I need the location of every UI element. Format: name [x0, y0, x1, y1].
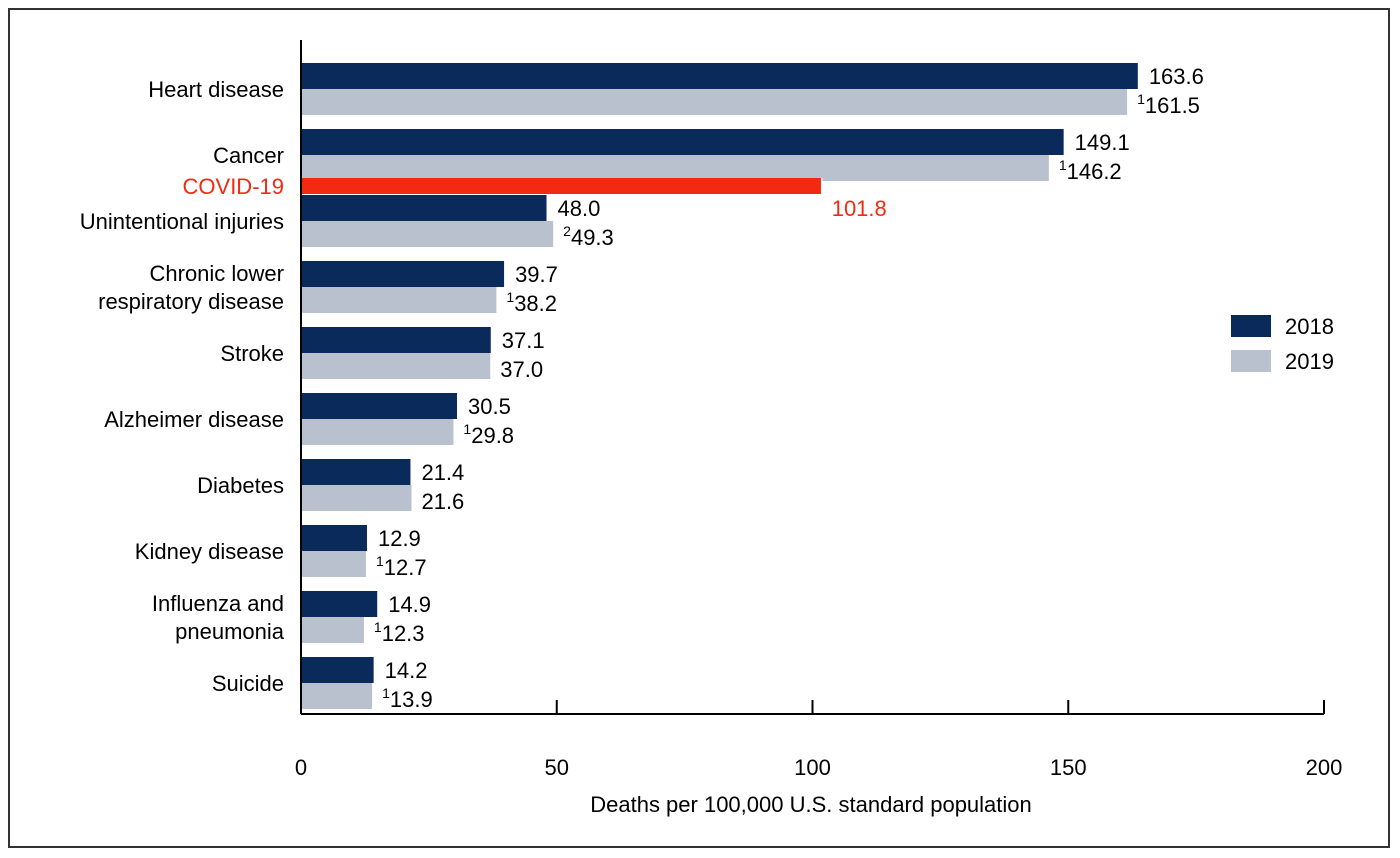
value-text: 161.5 [1145, 93, 1200, 118]
legend-swatch-2018 [1231, 315, 1271, 337]
footnote-marker: 1 [1137, 91, 1145, 107]
category-label: Cancer [213, 143, 284, 168]
value-label-2019: 1146.2 [1059, 157, 1122, 184]
category-label: pneumonia [175, 619, 285, 644]
value-label-2019: 249.3 [563, 223, 614, 250]
bar-2018 [301, 525, 367, 551]
footnote-marker: 1 [376, 553, 384, 569]
bar-2019 [301, 551, 366, 577]
footnote-marker: 1 [506, 289, 514, 305]
value-text: 49.3 [571, 225, 614, 250]
bar-2019 [301, 221, 554, 247]
category-label: respiratory disease [98, 289, 284, 314]
value-text: 38.2 [514, 291, 557, 316]
bar-2019 [301, 89, 1128, 115]
value-text: 29.8 [471, 423, 514, 448]
footnote-marker: 1 [1059, 157, 1067, 173]
footnote-marker: 1 [382, 685, 390, 701]
bar-2019 [301, 419, 454, 445]
covid-label: COVID-19 [183, 174, 284, 199]
value-label-2019: 21.6 [421, 489, 464, 514]
x-tick-label: 0 [295, 755, 307, 780]
category-label: Stroke [220, 341, 284, 366]
value-label-2018: 37.1 [502, 328, 545, 353]
bars-layer [301, 63, 1138, 709]
bar-2018 [301, 327, 491, 353]
value-label-2019: 138.2 [506, 289, 557, 316]
category-label: Kidney disease [135, 539, 284, 564]
bar-2018 [301, 261, 505, 287]
bar-2018 [301, 591, 378, 617]
bar-2019 [301, 155, 1049, 181]
x-axis-title: Deaths per 100,000 U.S. standard populat… [590, 792, 1032, 817]
value-text: 12.7 [384, 555, 427, 580]
category-label: Suicide [212, 671, 284, 696]
value-label-2019: 37.0 [500, 357, 543, 382]
bar-2019 [301, 287, 497, 313]
bar-2018 [301, 63, 1138, 89]
bar-2019 [301, 617, 364, 643]
value-label-2018: 48.0 [558, 196, 601, 221]
footnote-marker: 1 [463, 421, 471, 437]
legend-label-2018: 2018 [1285, 314, 1334, 339]
value-text: 12.3 [382, 621, 425, 646]
legend: 2018 2019 [1231, 314, 1334, 374]
value-label-2019: 112.3 [374, 619, 425, 646]
value-label-2019: 112.7 [376, 553, 427, 580]
footnote-marker: 1 [374, 619, 382, 635]
value-text: 13.9 [390, 687, 433, 712]
x-tick-label: 150 [1050, 755, 1087, 780]
x-tick-label: 100 [794, 755, 831, 780]
value-text: 146.2 [1067, 159, 1122, 184]
bar-2019 [301, 353, 491, 379]
legend-swatch-2019 [1231, 350, 1271, 372]
value-label-2018: 14.9 [388, 592, 431, 617]
value-label-2018: 39.7 [515, 262, 558, 287]
bar-2019 [301, 485, 412, 511]
value-label-2018: 21.4 [421, 460, 464, 485]
value-label-2019: 1161.5 [1137, 91, 1200, 118]
footnote-marker: 2 [563, 223, 571, 239]
category-label: Heart disease [148, 77, 284, 102]
bar-2018 [301, 657, 374, 683]
bar-2018 [301, 129, 1064, 155]
bar-2018 [301, 195, 547, 221]
covid-bar [301, 178, 822, 194]
bar-2019 [301, 683, 373, 709]
value-label-2018: 12.9 [378, 526, 421, 551]
category-label: Unintentional injuries [80, 209, 284, 234]
value-label-2019: 129.8 [463, 421, 514, 448]
covid-value-label: 101.8 [832, 196, 887, 221]
x-axis: 0 50 100 150 200 [295, 40, 1342, 780]
x-tick-label: 200 [1306, 755, 1343, 780]
value-label-2018: 149.1 [1075, 130, 1130, 155]
value-label-2018: 30.5 [468, 394, 511, 419]
bar-2018 [301, 459, 411, 485]
value-label-2019: 113.9 [382, 685, 433, 712]
value-label-2018: 163.6 [1149, 64, 1204, 89]
value-label-2018: 14.2 [385, 658, 428, 683]
bar-2018 [301, 393, 458, 419]
category-label: Influenza and [152, 591, 284, 616]
category-label: Diabetes [197, 473, 284, 498]
x-tick-label: 50 [545, 755, 569, 780]
category-label: Alzheimer disease [104, 407, 284, 432]
legend-label-2019: 2019 [1285, 349, 1334, 374]
category-label: Chronic lower [150, 261, 285, 286]
